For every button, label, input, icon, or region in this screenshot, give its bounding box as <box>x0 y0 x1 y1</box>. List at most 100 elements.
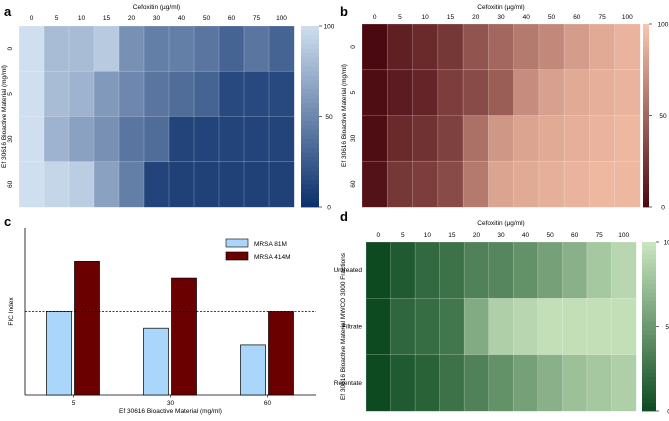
bar <box>268 311 294 396</box>
column-tick-label: 15 <box>448 232 456 239</box>
heatmap-cell <box>386 23 414 71</box>
colorbar-segment <box>643 74 649 80</box>
colorbar-segment <box>301 30 319 36</box>
heatmap-cell <box>68 70 95 118</box>
colorbar-segment <box>301 193 319 199</box>
column-tick-label: 30 <box>497 232 505 239</box>
colorbar-segment <box>642 347 656 353</box>
colorbar-segment <box>643 101 649 107</box>
column-tick-label: 10 <box>78 15 86 22</box>
heatmap-cell <box>143 116 170 163</box>
colorbar-segment <box>301 188 319 194</box>
heatmap-cell <box>390 241 416 299</box>
heatmap-cell <box>462 115 489 162</box>
heatmap-cell <box>386 115 414 162</box>
heatmap-cell <box>118 161 145 208</box>
panel-d: d Cefoxitin (µg/ml) 0 5 10 15 20 30 40 50 60 75 100 U… <box>333 209 669 416</box>
heatmap-cell <box>218 116 245 163</box>
heatmap-cell <box>93 70 120 118</box>
colorbar-segment <box>301 48 319 54</box>
column-tick-label: 10 <box>422 14 430 21</box>
heatmap-cell <box>193 25 220 72</box>
x-tick-label: 5 <box>72 400 76 407</box>
column-tick-label: 75 <box>596 232 604 239</box>
colorbar-segment <box>643 184 649 190</box>
heatmap-cell <box>18 116 45 163</box>
column-tick-label: 50 <box>203 15 211 22</box>
colorbar-segment <box>643 193 649 199</box>
colorbar-segment <box>642 402 656 408</box>
colorbar-segment <box>643 115 649 121</box>
heatmap-cell <box>365 241 392 299</box>
heatmap-cell <box>268 161 295 208</box>
column-tick-label: 5 <box>401 232 405 239</box>
heatmap-cell <box>43 70 70 118</box>
row-tick-label: Retentate <box>334 380 363 387</box>
heatmap-cell <box>488 354 514 412</box>
colorbar-segment <box>643 65 649 71</box>
colorbar-segment <box>301 157 319 163</box>
heatmap-cell <box>614 69 641 117</box>
heatmap-cell <box>512 354 539 412</box>
heatmap-cell <box>243 116 270 163</box>
colorbar-segment <box>301 39 319 45</box>
row-tick-label: 30 <box>350 134 357 142</box>
column-tick-label: 75 <box>253 15 261 22</box>
colorbar-segment <box>642 334 656 340</box>
heatmap-cell <box>513 160 540 208</box>
heatmap-cell <box>243 25 270 72</box>
colorbar-segment <box>301 184 319 190</box>
heatmap-cell <box>513 115 540 162</box>
heatmap-cell <box>193 161 220 208</box>
colorbar-segment <box>301 71 319 77</box>
colorbar-segment <box>301 53 319 59</box>
colorbar-segment <box>642 389 656 395</box>
colorbar-tick-label: 100 <box>658 22 669 29</box>
colorbar-segment <box>642 385 656 391</box>
heatmap-cell <box>463 241 490 299</box>
column-tick-label: 20 <box>472 14 480 21</box>
row-tick-label: 5 <box>7 92 14 96</box>
colorbar-segment <box>643 92 649 98</box>
column-tick-label: 0 <box>376 232 380 239</box>
colorbar-segment <box>642 377 656 382</box>
heatmap-cell <box>18 161 45 208</box>
row-tick-label: 5 <box>350 90 357 94</box>
heatmap-cell <box>268 25 295 72</box>
colorbar-segment <box>642 263 656 268</box>
row-tick-label: Untreated <box>333 267 362 274</box>
colorbar-tick-label: 0 <box>327 205 331 212</box>
y-axis-label: Ef 30616 Bioactive Material (mg/ml) <box>341 64 348 167</box>
heatmap-cell <box>463 354 490 412</box>
heatmap-cell <box>589 160 616 208</box>
column-tick-label: 15 <box>447 14 455 21</box>
heatmap-cell <box>611 298 637 356</box>
heatmap-cell <box>93 116 120 163</box>
row-tick-label: 60 <box>7 180 14 188</box>
heatmap-cell <box>589 115 616 162</box>
colorbar-segment <box>301 44 319 50</box>
bar <box>171 277 197 396</box>
heatmap-cell <box>412 23 439 71</box>
colorbar-segment <box>643 129 649 135</box>
heatmap-cell <box>193 70 220 118</box>
heatmap-cell <box>538 69 565 117</box>
colorbar-segment <box>301 66 319 72</box>
colorbar-segment <box>642 356 656 361</box>
heatmap-cell <box>439 354 465 412</box>
colorbar-segment <box>642 309 656 315</box>
legend-swatch <box>225 251 249 261</box>
heatmap-cell <box>439 241 465 299</box>
column-tick-label: 60 <box>228 15 236 22</box>
heatmap-cell <box>586 241 613 299</box>
heatmap-cell <box>18 25 45 72</box>
heatmap-cell <box>193 116 220 163</box>
colorbar-segment <box>643 165 649 171</box>
column-tick-label: 5 <box>398 14 402 21</box>
colorbar-segment <box>642 406 656 412</box>
legend-swatch <box>225 238 249 248</box>
colorbar-segment <box>643 37 649 43</box>
heatmap-cell <box>513 69 540 117</box>
heatmap-cell <box>462 69 489 117</box>
column-tick-label: 40 <box>522 232 530 239</box>
